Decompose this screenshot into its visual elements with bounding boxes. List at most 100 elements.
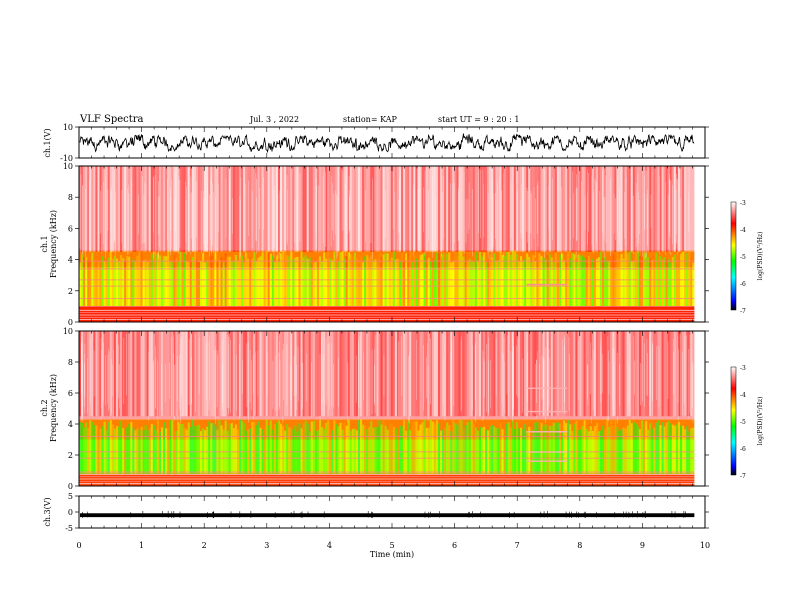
ch1-spectrogram-cell	[107, 258, 110, 307]
ch2-spectrogram-cell	[173, 431, 176, 474]
ch2-spectrogram-cell	[144, 424, 147, 474]
ch1-spectrogram-cell	[476, 166, 479, 252]
ch1-spectrogram-cell	[312, 166, 315, 252]
ch1-spectrogram-cell	[85, 257, 88, 307]
ch1-spectrogram-cell	[563, 166, 566, 252]
ch2-spectrogram-cell	[624, 331, 627, 417]
ch1-spectrogram-cell	[195, 166, 198, 252]
ch2-spectrogram-cell	[472, 331, 475, 417]
ch2-spectrogram-cell	[152, 425, 155, 474]
ch2-spectrogram-cell	[117, 331, 121, 417]
ch3-waveform-panel: 50-50 1 2 3 4 5 6 7 8 9 10	[65, 492, 710, 550]
ch2-spectrogram-cell	[458, 331, 461, 417]
ch2-spectrogram-cell	[282, 426, 285, 474]
ch2-spectrogram-cell	[120, 331, 123, 417]
ch2-spectrogram-cell	[692, 427, 695, 474]
ch1-spectrogram-cell	[587, 256, 590, 307]
ch2-spectrogram-cell	[302, 331, 305, 417]
ch1-spectrogram-cell	[567, 166, 570, 252]
ch2-spectrogram-cell	[273, 331, 276, 417]
ch1-spectrogram-cell	[339, 252, 342, 307]
ch2-spectrogram-cell	[466, 422, 469, 474]
ch2-spectrogram-cell	[688, 431, 691, 474]
ch2-spectrogram-cell	[505, 331, 508, 417]
ch1-spectrogram-cell	[413, 166, 416, 252]
ch1-spectrogram-cell	[667, 258, 670, 307]
ch1-spectrogram-cell	[604, 256, 607, 307]
ch2-spectrogram-cell	[343, 422, 346, 474]
ch2-spectrogram-cell	[589, 331, 592, 417]
ch1-spectrogram-cell	[499, 251, 502, 307]
ch2-spectrogram-cell	[503, 331, 506, 417]
ch1-spectrogram-cell	[595, 166, 598, 252]
ch2-spectrogram-cell	[214, 425, 217, 474]
ch2-spectrogram-cell	[394, 428, 397, 474]
ch2-spectrogram-cell	[458, 419, 461, 474]
ch1-spectrogram-cell	[134, 260, 137, 307]
ch2-spectrogram-cell	[224, 331, 227, 417]
ch1-spectrogram-cell	[581, 255, 584, 307]
ch1-spectrogram-cell	[688, 166, 691, 252]
ch2-spectrogram-cell	[595, 423, 598, 474]
ch2-spectrogram-cell	[491, 331, 494, 417]
ch1-spectrogram-cell	[323, 166, 326, 252]
ch3-voltage-axis-label: ch.3(V)	[43, 497, 52, 526]
ch2-spectrogram-cell	[606, 419, 609, 474]
ch1-spectrogram-cell	[501, 254, 504, 307]
ch2-spectrogram-y-tick-label: 6	[68, 389, 73, 398]
ch1-spectrogram-cell	[103, 261, 106, 307]
ch1-spectrogram-cell	[643, 166, 646, 252]
ch2-spectrogram-cell	[202, 331, 205, 417]
ch2-spectrogram-cell	[587, 431, 590, 474]
ch2-spectrogram-cell	[253, 331, 256, 417]
ch2-colorbar-tick: -7	[740, 473, 746, 480]
ch2-spectrogram-cell	[520, 331, 523, 417]
ch2-spectrogram-cell	[345, 425, 348, 474]
ch2-spectrogram-cell	[421, 331, 424, 417]
ch1-spectrogram-cell	[448, 252, 451, 307]
ch1-spectrogram-cell	[513, 166, 516, 252]
ch1-spectrogram-cell	[193, 251, 196, 307]
ch1-spectrogram-cell	[437, 166, 441, 252]
ch2-spectrogram-cell	[675, 331, 678, 417]
ch2-spectrogram-cell	[407, 421, 410, 474]
ch1-spectrogram-cell	[626, 166, 629, 252]
ch2-spectrogram-y-tick-label: 10	[63, 327, 73, 336]
ch1-spectrogram-cell	[300, 166, 303, 252]
ch2-spectrogram-cell	[218, 419, 221, 474]
ch1-spectrogram-cell	[341, 250, 344, 307]
ch2-spectrogram-cell	[234, 424, 237, 474]
ch1-channel-label: ch.1	[40, 235, 49, 252]
ch2-spectrogram-cell	[528, 331, 531, 417]
ch2-spectrogram-cell	[144, 331, 147, 417]
ch1-spectrogram-cell	[431, 254, 434, 307]
ch1-spectrogram-cell	[487, 254, 490, 307]
ch2-colorbar: -3 -4 -5 -6 -7 log(PSD)(V²/Hz)	[730, 365, 764, 480]
ch1-spectrogram-cell	[368, 166, 371, 252]
ch1-spectrogram-cell	[189, 261, 192, 307]
ch2-spectrogram-cell	[357, 420, 361, 474]
ch1-spectrogram-cell	[355, 166, 358, 252]
ch1-spectrogram-cell	[117, 166, 121, 252]
ch1-spectrogram-cell	[349, 166, 352, 252]
ch2-spectrogram-cell	[478, 331, 482, 417]
ch2-spectrogram-cell	[540, 422, 543, 474]
ch1-spectrogram-cell	[565, 261, 568, 307]
ch1-spectrogram-cell	[154, 254, 157, 307]
ch2-spectrogram-cell	[269, 420, 272, 474]
ch2-spectrogram-cell	[318, 420, 322, 474]
ch1-spectrogram-cell	[429, 261, 432, 307]
ch1-spectrogram-cell	[489, 166, 492, 252]
ch2-spectrogram-cell	[189, 331, 192, 417]
time-x-tick-label: 3	[264, 541, 269, 550]
ch1-spectrogram-cell	[401, 166, 404, 252]
ch2-spectrogram-cell	[224, 420, 227, 474]
ch2-spectrogram-cell	[300, 428, 303, 474]
ch1-spectrogram-cell	[546, 166, 549, 252]
ch1-spectrogram-cell	[296, 166, 299, 252]
ch1-spectrogram-cell	[117, 261, 121, 307]
ch2-spectrogram-cell	[132, 427, 135, 474]
ch1-spectrogram-cell	[165, 256, 168, 307]
ch2-spectrogram-cell	[569, 331, 572, 417]
ch1-spectrogram-cell	[663, 257, 666, 307]
